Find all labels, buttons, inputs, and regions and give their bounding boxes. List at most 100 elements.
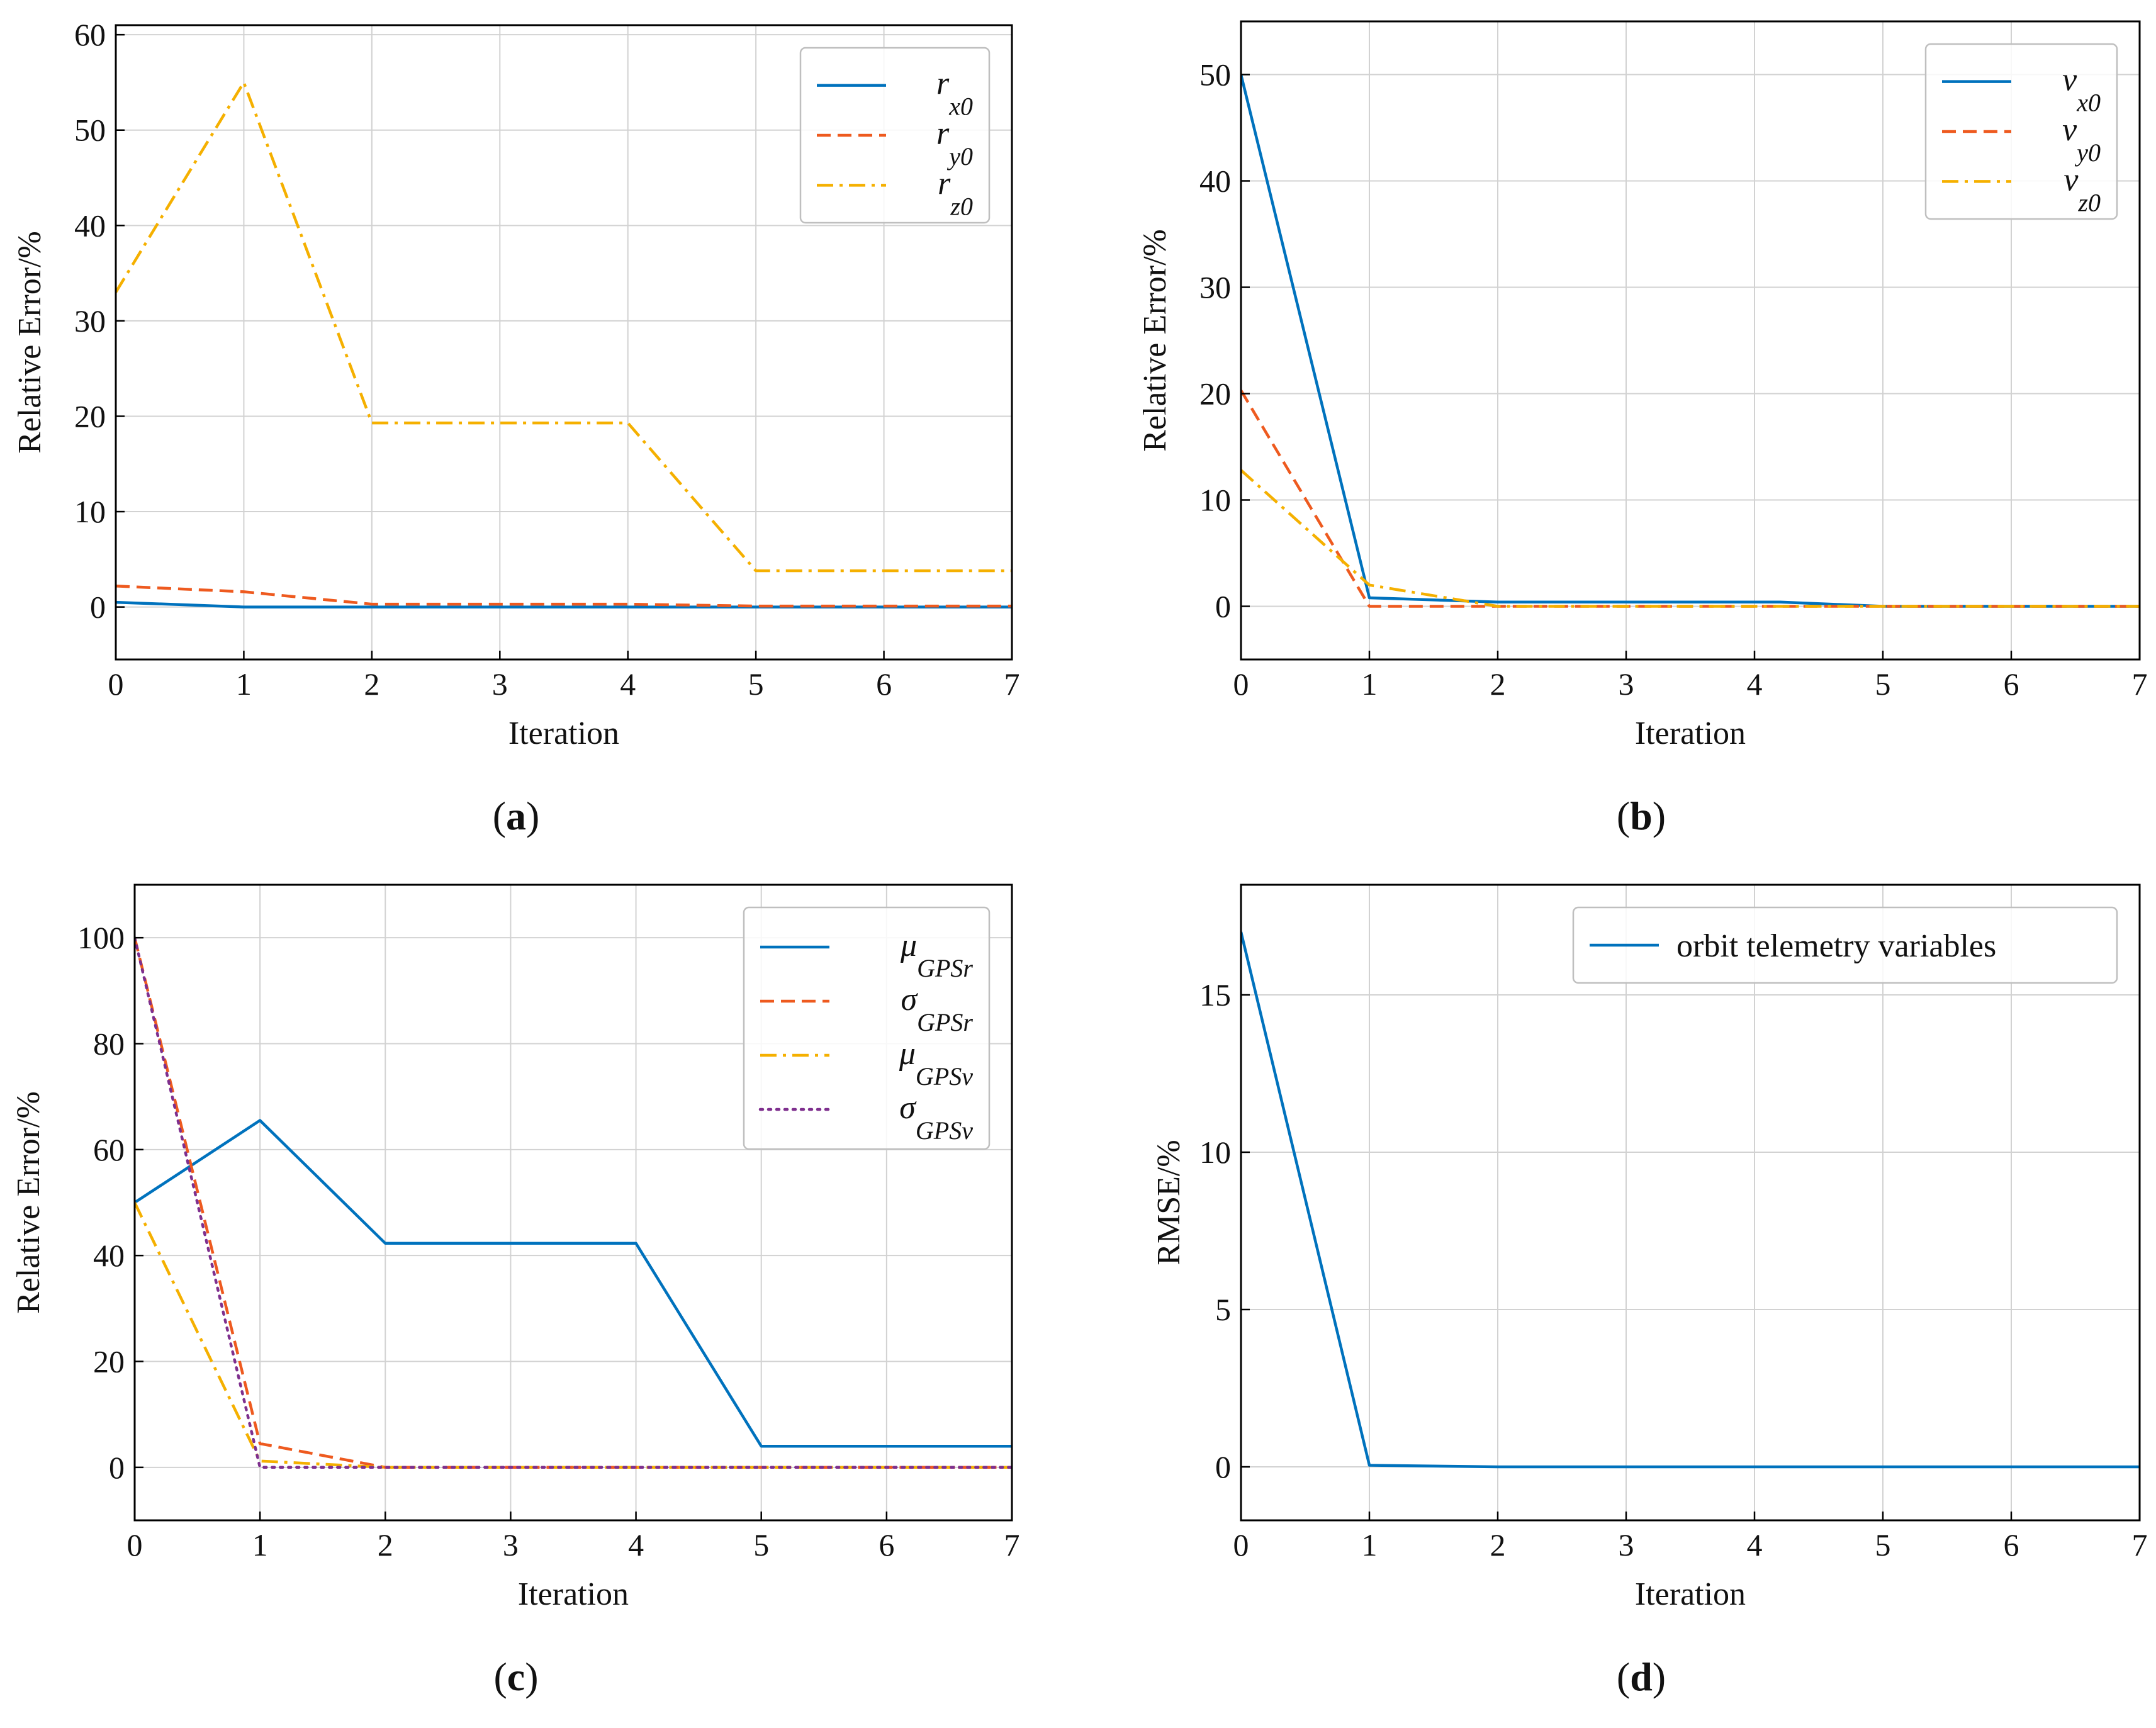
series-line-μ_GPSv bbox=[135, 1202, 1012, 1469]
legend-label: vy0 bbox=[2062, 112, 2101, 167]
axes-frame bbox=[1240, 884, 2141, 1522]
series-line-orbit-telemetry-variables bbox=[1241, 931, 2140, 1469]
x-tick-label: 7 bbox=[2132, 666, 2148, 702]
x-axis-label: Iteration bbox=[508, 715, 619, 751]
series-line-r_x0 bbox=[116, 600, 1012, 609]
x-axis-label: Iteration bbox=[1635, 715, 1746, 751]
x-axis-label: Iteration bbox=[518, 1576, 629, 1612]
x-tick-label: 5 bbox=[748, 666, 764, 702]
series-line-μ_GPSr bbox=[135, 1119, 1012, 1448]
panel-caption: (c) bbox=[493, 1654, 538, 1699]
axes-frame bbox=[115, 24, 1013, 661]
y-tick-label: 0 bbox=[90, 590, 106, 625]
y-tick-label: 60 bbox=[93, 1132, 125, 1167]
x-tick-label: 1 bbox=[252, 1527, 268, 1562]
y-axis-label: Relative Error/% bbox=[1137, 229, 1173, 452]
x-tick-label: 3 bbox=[1619, 666, 1634, 702]
x-tick-label: 7 bbox=[1004, 1527, 1020, 1562]
legend-box bbox=[1924, 43, 2118, 220]
x-tick-label: 3 bbox=[492, 666, 508, 702]
legend-label: orbit telemetry variables bbox=[1676, 928, 1996, 964]
series-line-r_z0 bbox=[116, 81, 1012, 573]
x-tick-label: 7 bbox=[2132, 1527, 2148, 1562]
chart-panel-b: 0 1 2 3 4 5 6 7 0 10 20 30 40 50 Iteration Relative Err… bbox=[1137, 20, 2148, 838]
y-tick-label: 100 bbox=[77, 920, 125, 955]
x-tick-label: 6 bbox=[2004, 1527, 2019, 1562]
y-tick-label: 60 bbox=[74, 17, 106, 52]
panel-caption: (b) bbox=[1617, 794, 1666, 838]
x-tick-label: 1 bbox=[1362, 666, 1378, 702]
y-tick-label: 40 bbox=[1199, 164, 1231, 199]
x-tick-label: 4 bbox=[620, 666, 636, 702]
x-tick-label: 4 bbox=[1747, 1527, 1763, 1562]
x-tick-label: 2 bbox=[378, 1527, 393, 1562]
legend-box bbox=[799, 47, 991, 224]
series-line-v_z0 bbox=[1241, 469, 2140, 608]
y-tick-label: 10 bbox=[1199, 483, 1231, 518]
x-tick-label: 2 bbox=[1490, 666, 1506, 702]
legend-box bbox=[1572, 906, 2118, 984]
series-line-v_y0 bbox=[1241, 390, 2140, 608]
x-tick-label: 0 bbox=[1233, 1527, 1249, 1562]
legend: orbit telemetry variables bbox=[1572, 906, 2118, 984]
x-tick-label: 0 bbox=[108, 666, 124, 702]
x-tick-label: 6 bbox=[879, 1527, 894, 1562]
y-tick-label: 30 bbox=[1199, 270, 1231, 305]
x-axis-label: Iteration bbox=[1635, 1576, 1746, 1612]
y-tick-label: 0 bbox=[1215, 1449, 1231, 1484]
x-tick-label: 5 bbox=[753, 1527, 769, 1562]
y-tick-label: 40 bbox=[74, 208, 106, 243]
y-tick-label: 0 bbox=[1215, 589, 1231, 624]
legend-label: μGPSr bbox=[900, 928, 973, 982]
x-tick-label: 2 bbox=[364, 666, 379, 702]
y-tick-label: 50 bbox=[74, 113, 106, 148]
panel-caption: (a) bbox=[493, 794, 540, 838]
x-tick-label: 7 bbox=[1004, 666, 1020, 702]
y-tick-label: 20 bbox=[93, 1344, 125, 1379]
x-tick-label: 4 bbox=[1747, 666, 1763, 702]
x-tick-label: 3 bbox=[503, 1527, 519, 1562]
panel-caption: (d) bbox=[1617, 1654, 1666, 1699]
x-tick-label: 1 bbox=[1362, 1527, 1378, 1562]
legend-label: μGPSv bbox=[899, 1036, 973, 1091]
legend-label: σGPSr bbox=[901, 982, 973, 1036]
y-tick-label: 40 bbox=[93, 1238, 125, 1273]
y-tick-label: 30 bbox=[74, 303, 106, 339]
x-tick-label: 2 bbox=[1490, 1527, 1506, 1562]
x-tick-label: 0 bbox=[127, 1527, 143, 1562]
series-line-σ_GPSv bbox=[135, 936, 1012, 1469]
legend-label: rz0 bbox=[938, 166, 973, 220]
x-tick-label: 4 bbox=[628, 1527, 644, 1562]
y-tick-label: 10 bbox=[1199, 1135, 1231, 1170]
y-tick-label: 0 bbox=[109, 1450, 125, 1485]
chart-panel-a: 0 1 2 3 4 5 6 7 0 10 20 30 40 50 60 Iteration Relative E… bbox=[12, 17, 1020, 838]
y-tick-label: 15 bbox=[1199, 977, 1231, 1013]
y-axis-label: Relative Error/% bbox=[11, 1091, 47, 1314]
x-tick-label: 3 bbox=[1619, 1527, 1634, 1562]
legend-label: vx0 bbox=[2062, 62, 2101, 117]
x-tick-label: 5 bbox=[1875, 666, 1891, 702]
legend-label: rx0 bbox=[936, 66, 973, 121]
y-tick-label: 5 bbox=[1215, 1292, 1231, 1327]
y-axis-label: RMSE/% bbox=[1151, 1140, 1187, 1265]
chart-panel-c: 0 1 2 3 4 5 6 7 0 20 40 60 80 100 Iteration Relative Er… bbox=[11, 884, 1020, 1699]
x-tick-label: 6 bbox=[2004, 666, 2019, 702]
legend-box bbox=[743, 906, 991, 1150]
axes-frame bbox=[1240, 20, 2141, 661]
x-tick-label: 0 bbox=[1233, 666, 1249, 702]
y-tick-label: 80 bbox=[93, 1026, 125, 1062]
x-tick-label: 6 bbox=[876, 666, 892, 702]
legend-label: ry0 bbox=[936, 116, 973, 171]
legend-label: vz0 bbox=[2063, 162, 2101, 216]
y-tick-label: 20 bbox=[74, 398, 106, 434]
y-axis-label: Relative Error/% bbox=[12, 231, 48, 454]
axes-frame bbox=[133, 884, 1013, 1522]
y-tick-label: 20 bbox=[1199, 376, 1231, 412]
y-tick-label: 10 bbox=[74, 494, 106, 529]
x-tick-label: 5 bbox=[1875, 1527, 1891, 1562]
y-tick-label: 50 bbox=[1199, 57, 1231, 93]
